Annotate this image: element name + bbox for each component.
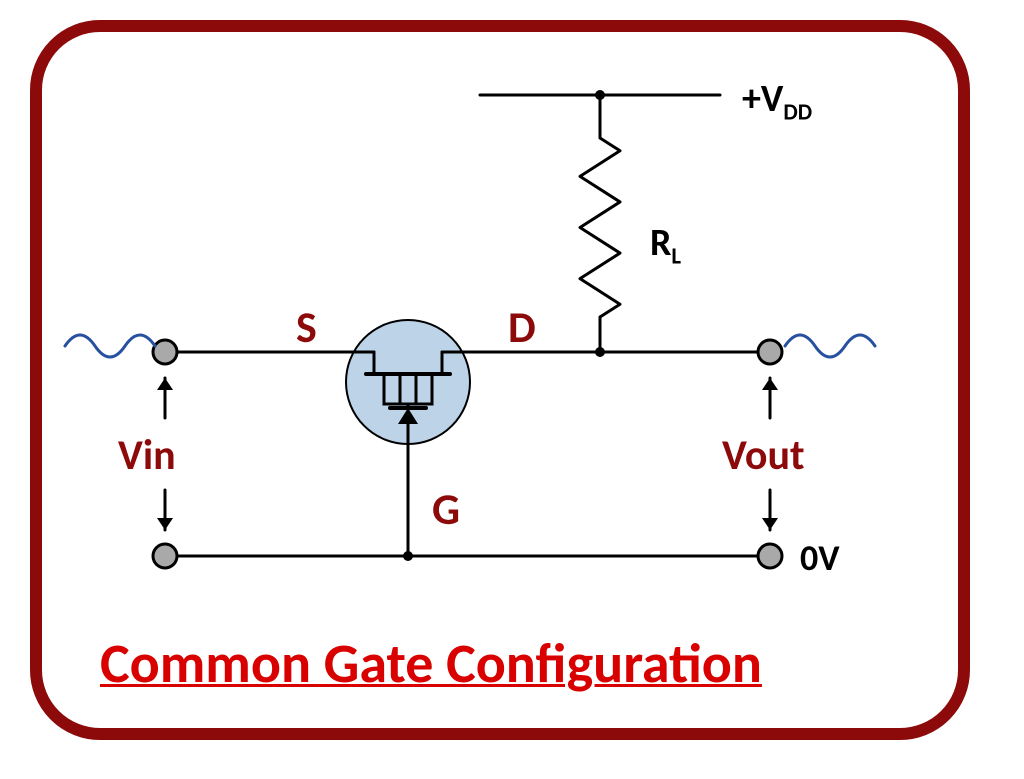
vout-label: Vout [722, 430, 805, 481]
source-label: S [296, 300, 317, 354]
vdd-label: +VDD [742, 76, 812, 127]
drain-label: D [508, 300, 536, 354]
zero-volt-label: 0V [800, 536, 840, 580]
load-resistor-label: RL [650, 220, 681, 271]
diagram-title: Common Gate Configuration [100, 630, 762, 698]
gate-label: G [432, 482, 460, 536]
vdd-sub: DD [783, 99, 812, 127]
vin-label: Vin [118, 430, 176, 481]
vdd-main: +V [742, 76, 783, 122]
rl-sub: L [671, 243, 681, 271]
rl-main: R [650, 220, 671, 266]
